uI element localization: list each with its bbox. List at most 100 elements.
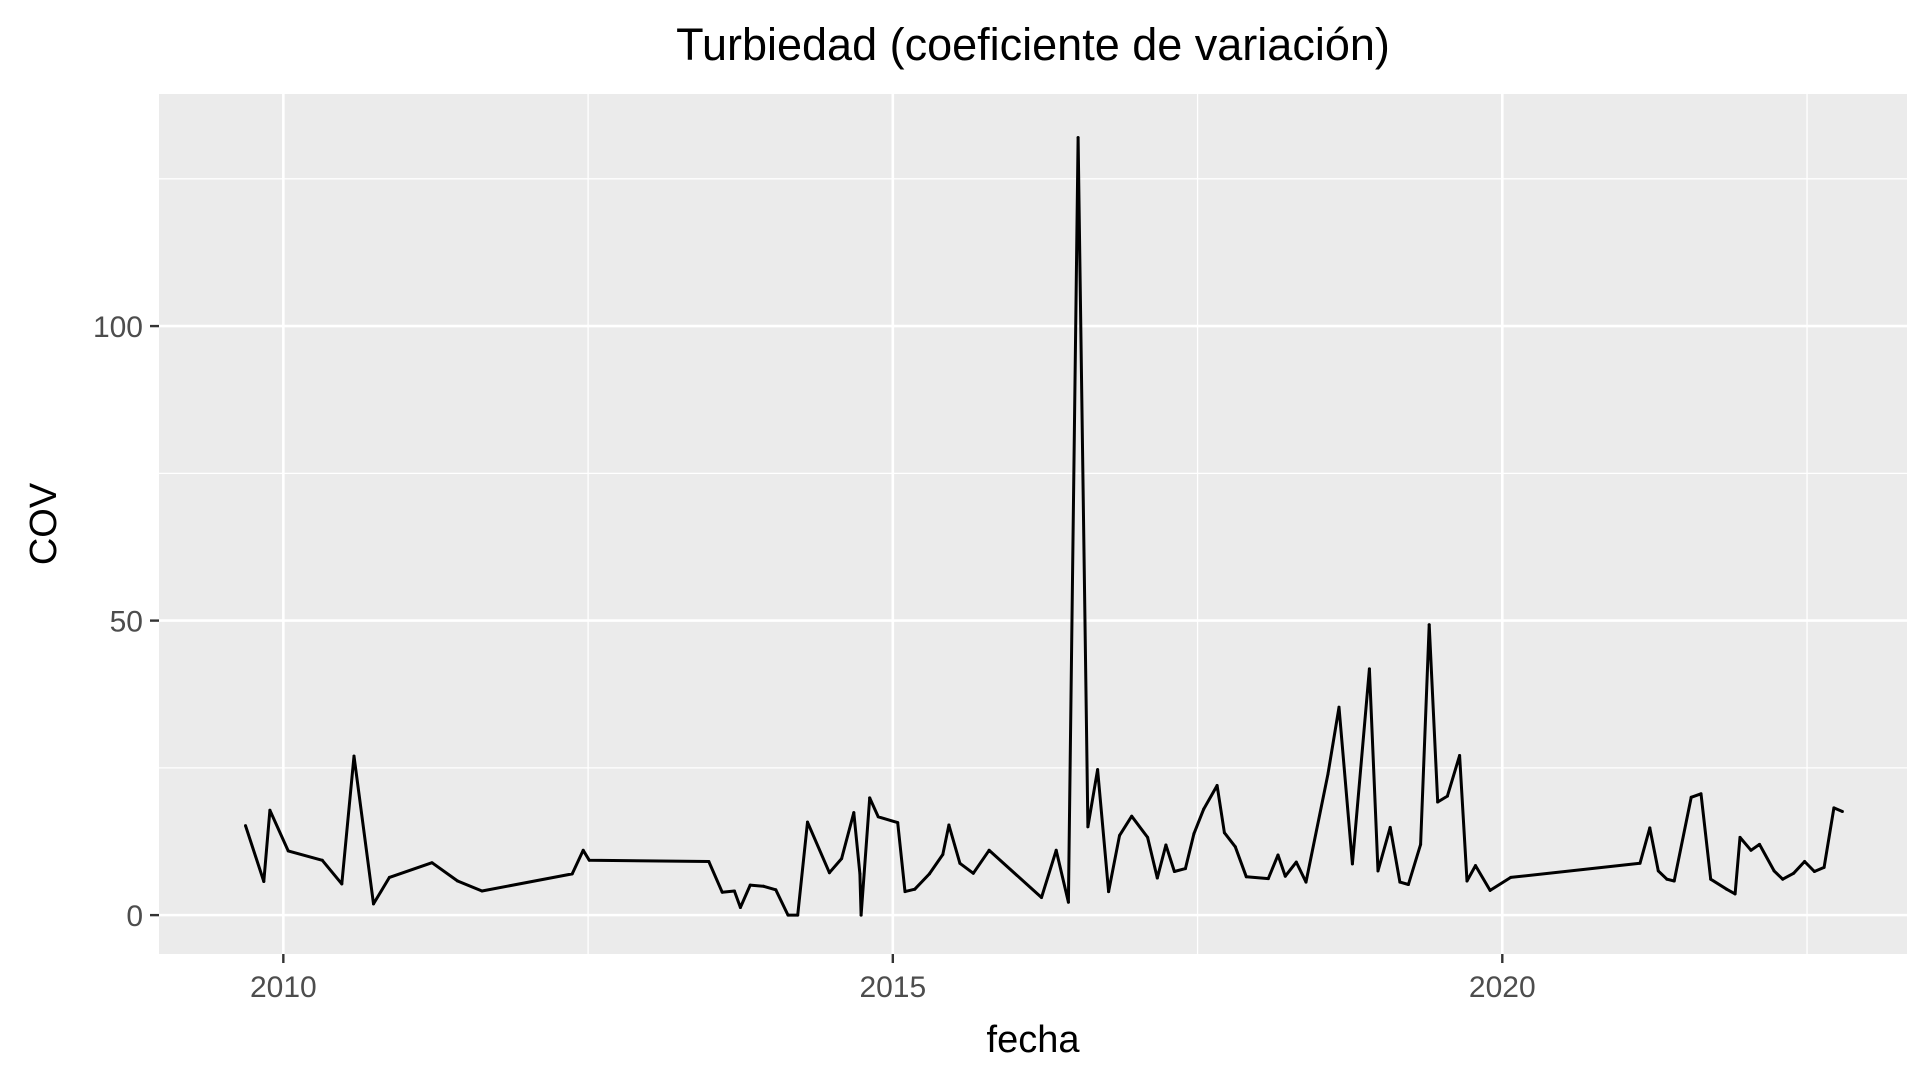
data-point xyxy=(1107,890,1111,894)
data-point xyxy=(858,872,862,876)
data-point xyxy=(796,913,800,917)
data-point xyxy=(1146,835,1150,839)
data-point xyxy=(1689,795,1693,799)
data-point xyxy=(1699,792,1703,796)
data-point xyxy=(1419,842,1423,846)
data-point xyxy=(859,913,863,917)
x-tick-label: 2015 xyxy=(859,971,926,1004)
data-point xyxy=(1202,807,1206,811)
data-point xyxy=(372,902,375,906)
y-axis-title: COV xyxy=(23,482,65,565)
major-gridlines xyxy=(159,94,1907,954)
data-point xyxy=(1294,860,1298,864)
data-point xyxy=(971,871,975,875)
data-point xyxy=(1244,875,1248,879)
data-point xyxy=(1172,870,1176,873)
data-point xyxy=(1118,834,1121,838)
data-point xyxy=(387,875,391,879)
data-point xyxy=(732,889,736,893)
data-point xyxy=(1733,892,1737,896)
series-line xyxy=(244,136,1843,917)
data-point xyxy=(244,824,247,828)
data-point xyxy=(1350,862,1354,866)
data-point xyxy=(913,887,917,891)
data-point xyxy=(1376,869,1380,873)
x-tick-label: 2010 xyxy=(250,971,317,1004)
data-point xyxy=(1076,136,1080,140)
data-point xyxy=(1326,772,1330,776)
data-point xyxy=(587,858,591,862)
data-point xyxy=(738,906,742,909)
data-point xyxy=(1458,754,1462,757)
data-point xyxy=(840,857,844,861)
data-point xyxy=(1792,871,1796,875)
series-layer xyxy=(244,136,1844,917)
data-point xyxy=(1066,900,1070,904)
data-point xyxy=(1266,877,1270,881)
data-point xyxy=(1840,810,1844,813)
data-point xyxy=(1096,768,1100,772)
data-point xyxy=(707,860,711,863)
data-point xyxy=(286,849,290,853)
data-point xyxy=(1803,860,1807,863)
data-point xyxy=(1155,876,1159,880)
data-point xyxy=(1054,848,1058,852)
data-point xyxy=(774,888,778,892)
y-tick-label: 50 xyxy=(110,606,143,639)
data-point xyxy=(581,848,585,852)
x-tick-label: 2020 xyxy=(1469,971,1536,1004)
data-point xyxy=(1337,705,1341,709)
data-point xyxy=(1832,806,1836,810)
data-point xyxy=(748,883,752,887)
data-point xyxy=(1427,623,1431,627)
data-point xyxy=(941,853,945,856)
data-point xyxy=(947,823,951,827)
data-point xyxy=(480,889,484,893)
data-point xyxy=(786,913,790,917)
data-point xyxy=(1445,794,1449,798)
data-point xyxy=(927,872,931,876)
data-point xyxy=(1781,877,1785,881)
data-point xyxy=(868,796,872,800)
data-point xyxy=(903,890,907,894)
data-point xyxy=(987,848,991,852)
data-point xyxy=(456,879,460,883)
data-point xyxy=(1215,784,1219,787)
data-point xyxy=(1638,861,1642,865)
data-point xyxy=(1665,877,1669,881)
data-point xyxy=(1233,845,1237,849)
data-point xyxy=(958,861,962,865)
y-tick-label: 0 xyxy=(126,900,143,933)
data-point xyxy=(1164,843,1168,847)
data-point xyxy=(1406,883,1410,886)
data-point xyxy=(1183,867,1187,871)
x-axis-title: fecha xyxy=(987,1019,1081,1061)
data-point xyxy=(340,882,344,886)
data-point xyxy=(1388,825,1392,829)
data-point xyxy=(1276,853,1280,857)
data-point xyxy=(876,815,880,819)
y-tick-label: 100 xyxy=(93,311,143,344)
plot-panel xyxy=(159,94,1907,954)
data-point xyxy=(1283,874,1287,878)
data-point xyxy=(1398,880,1402,884)
data-point xyxy=(1130,814,1134,818)
tick-labels: 2010 2015 2020 0 50 100 xyxy=(93,311,1536,1004)
data-point xyxy=(268,808,272,812)
data-point xyxy=(1040,896,1043,899)
data-point xyxy=(430,861,434,865)
data-point xyxy=(1772,869,1776,873)
data-point xyxy=(806,820,809,824)
data-point xyxy=(1812,870,1816,873)
axis-ticks xyxy=(150,324,1504,963)
data-point xyxy=(1192,832,1196,836)
data-point xyxy=(570,872,574,876)
data-point xyxy=(1656,869,1660,873)
data-point xyxy=(1648,826,1652,830)
minor-gridlines xyxy=(159,94,1907,954)
data-point xyxy=(1749,848,1753,852)
data-point xyxy=(1509,875,1513,879)
data-point xyxy=(1465,879,1469,883)
